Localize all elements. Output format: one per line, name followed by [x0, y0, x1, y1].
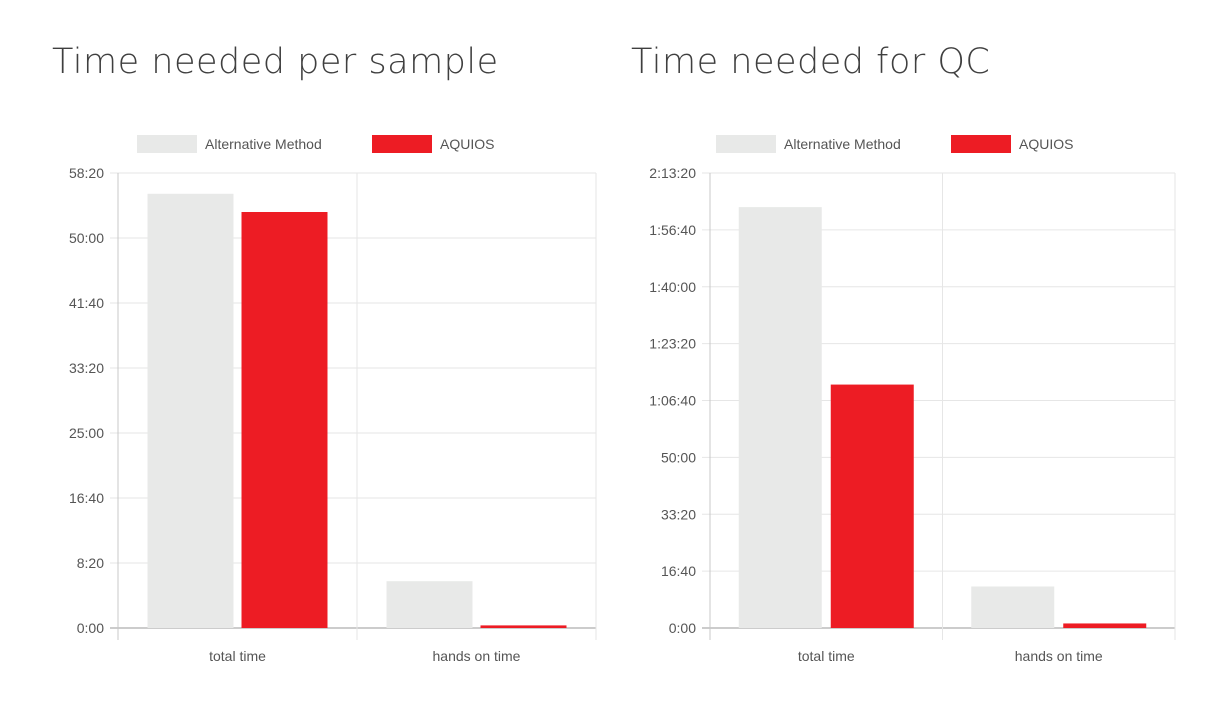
y-tick-label: 33:20	[661, 506, 696, 522]
legend-swatch-aquios	[372, 135, 432, 153]
bar-alternative-method-total-time	[738, 207, 822, 628]
y-tick-label: 0:00	[669, 620, 696, 636]
legend-label-alternative-method: Alternative Method	[784, 136, 901, 152]
bar-aquios-total-time	[241, 212, 328, 628]
legend-swatch-aquios	[951, 135, 1011, 153]
y-tick-label: 1:56:40	[649, 222, 696, 238]
chart-title-qc: Time needed for QC	[631, 42, 991, 82]
legend-label-aquios: AQUIOS	[1019, 136, 1073, 152]
bar-alternative-method-hands-on-time	[386, 581, 473, 628]
y-tick-label: 50:00	[661, 449, 696, 465]
bar-aquios-total-time	[830, 384, 914, 628]
bar-aquios-hands-on-time	[480, 625, 567, 628]
y-tick-label: 1:23:20	[649, 336, 696, 352]
x-tick-label: total time	[798, 648, 855, 664]
chart-per-sample: Alternative Method AQUIOS 0:00 8:20 16:40 25:…	[69, 135, 597, 664]
legend-swatch-alternative-method	[137, 135, 197, 153]
chart-qc: Alternative Method AQUIOS 0:00 16:40 33:20 50…	[649, 135, 1176, 664]
bar-alternative-method-hands-on-time	[971, 586, 1055, 628]
bar-aquios-hands-on-time	[1063, 623, 1147, 628]
y-tick-label: 1:06:40	[649, 393, 696, 409]
y-tick-label: 0:00	[77, 620, 104, 636]
legend-label-aquios: AQUIOS	[440, 136, 494, 152]
y-tick-label: 16:40	[661, 563, 696, 579]
x-tick-label: hands on time	[1015, 648, 1103, 664]
y-tick-label: 2:13:20	[649, 165, 696, 181]
y-tick-label: 41:40	[69, 295, 104, 311]
y-tick-label: 16:40	[69, 490, 104, 506]
x-tick-label: hands on time	[433, 648, 521, 664]
bar-alternative-method-total-time	[147, 193, 234, 629]
x-tick-label: total time	[209, 648, 266, 664]
y-tick-label: 25:00	[69, 425, 104, 441]
y-tick-label: 58:20	[69, 165, 104, 181]
chart-title-per-sample: Time needed per sample	[52, 42, 499, 82]
legend-label-alternative-method: Alternative Method	[205, 136, 322, 152]
y-tick-label: 1:40:00	[649, 279, 696, 295]
y-tick-label: 33:20	[69, 360, 104, 376]
y-tick-label: 8:20	[77, 555, 104, 571]
legend-swatch-alternative-method	[716, 135, 776, 153]
y-tick-label: 50:00	[69, 230, 104, 246]
